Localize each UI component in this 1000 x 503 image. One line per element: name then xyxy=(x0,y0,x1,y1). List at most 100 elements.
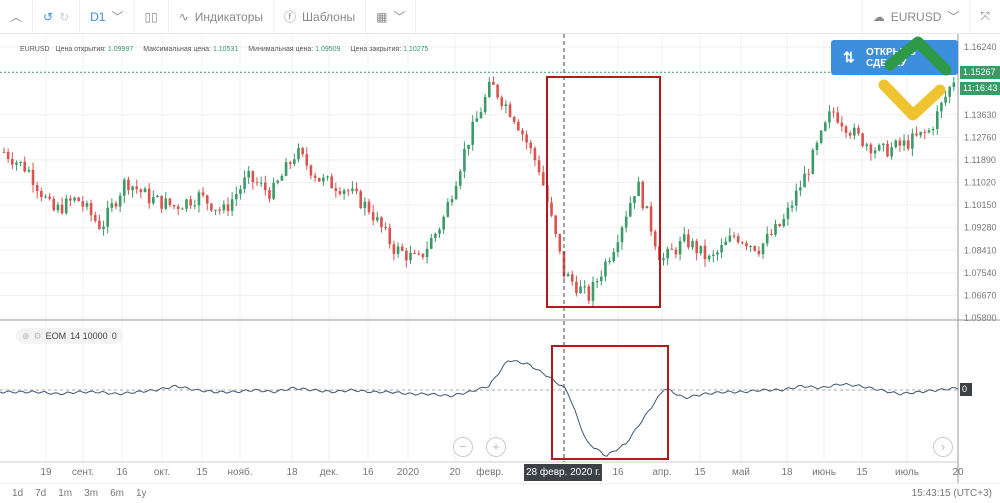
time-tick: окт. xyxy=(153,467,171,478)
candle xyxy=(653,231,657,247)
undo-redo: ↺ ↻ xyxy=(33,0,81,34)
candle xyxy=(500,97,504,107)
candle xyxy=(931,129,935,131)
candle xyxy=(342,190,346,194)
candle xyxy=(641,181,645,209)
gear-icon[interactable]: ⚙ xyxy=(33,330,42,341)
time-tick: 15 xyxy=(856,467,868,478)
undo-icon[interactable]: ↺ xyxy=(43,9,54,24)
time-tick: 20 xyxy=(449,467,461,478)
period-select[interactable]: D1 ﹀ xyxy=(80,0,135,34)
candle xyxy=(579,286,582,294)
candle xyxy=(728,235,732,242)
open-trade-button[interactable]: ⇅ ОТКРЫТЬ СДЕЛКУ xyxy=(831,40,958,75)
close-icon[interactable]: ⊗ xyxy=(22,330,30,341)
candle xyxy=(35,185,39,192)
candle xyxy=(301,148,304,155)
scroll-right-button[interactable]: › xyxy=(933,437,953,457)
zoom-in-button[interactable]: + xyxy=(486,437,506,457)
candle xyxy=(247,170,251,178)
candle xyxy=(60,204,64,214)
candle xyxy=(210,203,213,211)
candle xyxy=(807,173,810,175)
candle xyxy=(902,140,906,146)
candle xyxy=(239,189,242,195)
candle xyxy=(429,238,433,249)
candle xyxy=(168,198,172,206)
candle xyxy=(927,130,931,133)
fullscreen-button[interactable]: ⤧ xyxy=(970,0,1000,34)
candle xyxy=(703,245,707,260)
arrows-updown-icon: ⇅ xyxy=(843,49,855,65)
candle xyxy=(861,133,864,147)
templates-button[interactable]: ⓕ Шаблоны xyxy=(274,0,367,34)
candle xyxy=(483,96,487,113)
candle xyxy=(417,253,421,255)
current-price-tag: 1.15267 xyxy=(960,66,1000,79)
candle xyxy=(52,198,56,211)
open-trade-label: ОТКРЫТЬ СДЕЛКУ xyxy=(866,46,916,69)
indicator-legend: ⊗ ⚙ EOM 14 10000 0 xyxy=(16,328,123,344)
crosshair-date-label: 28 февр. 2020 г. xyxy=(524,464,603,481)
cloud-icon: ☁ xyxy=(872,9,885,24)
candle xyxy=(819,130,823,143)
candle xyxy=(122,179,126,196)
time-tick: 2020 xyxy=(396,467,420,478)
candle xyxy=(44,196,47,198)
time-tick: нояб. xyxy=(227,467,253,478)
candle xyxy=(181,208,184,210)
candle xyxy=(948,86,952,97)
indicators-button[interactable]: ∿ Индикаторы xyxy=(169,0,274,34)
chart-type-button[interactable]: ▯▯ xyxy=(135,0,169,34)
candle xyxy=(707,255,711,260)
open-label: Цена открытия: xyxy=(55,46,106,53)
redo-icon[interactable]: ↻ xyxy=(59,9,70,24)
candles-icon: ▯▯ xyxy=(144,9,158,24)
candle xyxy=(828,111,831,123)
calendar-button[interactable]: ▦ ﹀ xyxy=(366,0,417,34)
candle xyxy=(629,203,632,217)
candle xyxy=(923,131,927,133)
candle xyxy=(782,218,786,227)
candle xyxy=(716,252,719,255)
range-6m[interactable]: 6m xyxy=(110,488,124,499)
clock: 15:43:15 (UTC+3) xyxy=(911,488,992,499)
symbol-select[interactable]: ☁ EURUSD ﹀ xyxy=(861,0,971,34)
candle xyxy=(919,131,922,136)
zoom-out-button[interactable]: − xyxy=(453,437,473,457)
candle xyxy=(438,229,441,234)
symbol-label: EURUSD xyxy=(890,9,942,24)
candle xyxy=(135,186,139,190)
candle xyxy=(770,233,773,235)
candle xyxy=(778,223,781,227)
candle xyxy=(322,177,325,182)
candle xyxy=(471,121,475,145)
range-3m[interactable]: 3m xyxy=(84,488,99,499)
candle xyxy=(504,104,508,107)
candle xyxy=(56,204,60,211)
candle xyxy=(794,190,798,206)
range-1m[interactable]: 1m xyxy=(58,488,73,499)
low-label: Минимальная цена: xyxy=(248,46,314,53)
candle xyxy=(741,242,744,244)
candle xyxy=(803,173,806,188)
chevron-down-icon: ﹀ xyxy=(947,10,960,24)
candle xyxy=(102,226,105,229)
candle xyxy=(558,234,562,252)
candle xyxy=(317,177,321,182)
candle xyxy=(226,204,230,211)
candle xyxy=(293,159,296,164)
range-7d[interactable]: 7d xyxy=(35,488,47,499)
collapse-button[interactable]: ︿ xyxy=(0,0,34,34)
range-1y[interactable]: 1y xyxy=(135,488,147,499)
candle xyxy=(832,111,835,113)
candle xyxy=(512,117,516,122)
range-1d[interactable]: 1d xyxy=(12,488,24,499)
candle xyxy=(222,204,226,211)
candle xyxy=(521,130,524,135)
candle xyxy=(160,195,163,209)
legend-symbol: EURUSD xyxy=(20,46,50,53)
candle xyxy=(40,191,43,198)
period-label: D1 xyxy=(90,9,106,24)
